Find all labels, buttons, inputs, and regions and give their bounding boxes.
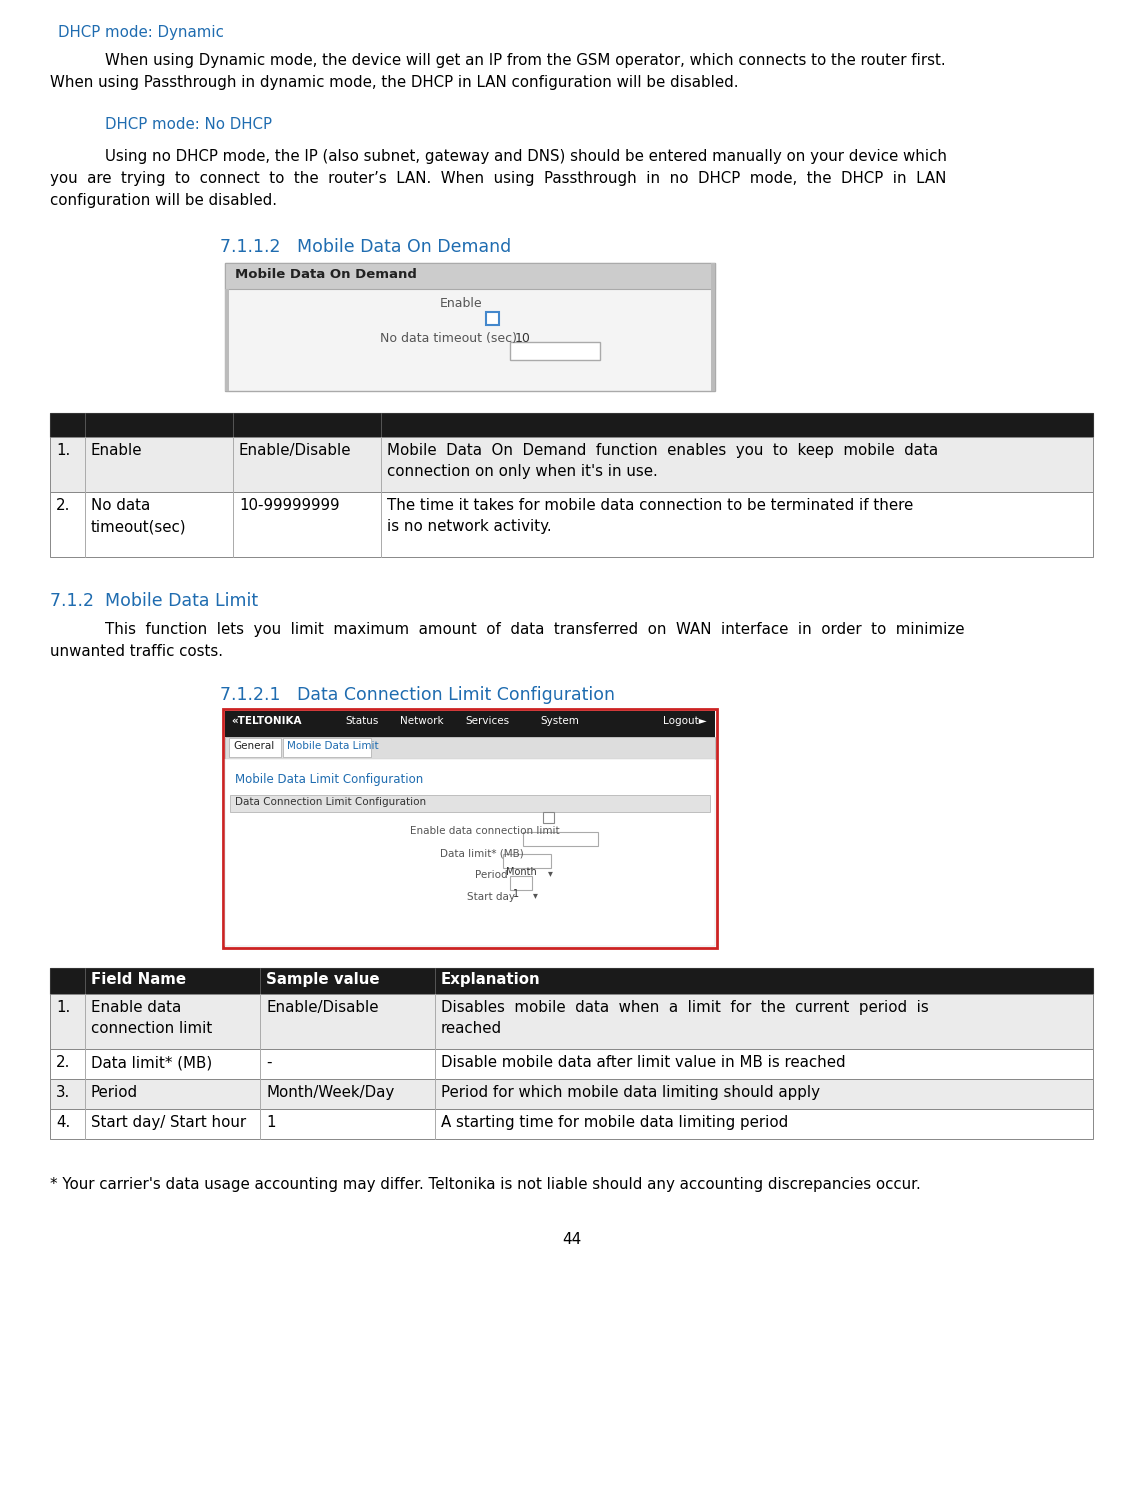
Text: Status: Status [345, 716, 378, 726]
Text: 7.1.1.2   Mobile Data On Demand: 7.1.1.2 Mobile Data On Demand [219, 238, 511, 256]
Text: ▾: ▾ [533, 891, 538, 900]
Bar [50, 995, 1093, 1049]
Text: Data Connection Limit Configuration: Data Connection Limit Configuration [235, 797, 426, 808]
Text: Enable: Enable [91, 443, 143, 458]
Bar [486, 312, 499, 326]
Text: Logout►: Logout► [663, 716, 706, 726]
Text: Period: Period [91, 1085, 138, 1100]
Text: Mobile  Data  On  Demand  function  enables  you  to  keep  mobile  data
connect: Mobile Data On Demand function enables y… [387, 443, 938, 479]
Text: 4.: 4. [56, 1115, 70, 1130]
Text: Mobile Data On Demand: Mobile Data On Demand [235, 268, 417, 280]
Text: Sample value: Sample value [266, 972, 379, 987]
Text: Month: Month [506, 867, 537, 877]
Text: Enable: Enable [440, 297, 482, 310]
Bar [50, 491, 1093, 558]
Text: 44: 44 [562, 1233, 581, 1246]
Bar [229, 738, 281, 757]
Text: Enable data connection limit: Enable data connection limit [410, 826, 560, 836]
Text: Enable/Disable: Enable/Disable [239, 443, 352, 458]
Text: Enable data
connection limit: Enable data connection limit [91, 1001, 213, 1035]
Text: unwanted traffic costs.: unwanted traffic costs. [50, 643, 223, 659]
Bar [503, 854, 551, 868]
Text: DHCP mode: No DHCP: DHCP mode: No DHCP [105, 118, 272, 133]
Text: 1: 1 [266, 1115, 275, 1130]
Text: 2.: 2. [56, 497, 71, 512]
Text: Mobile Data Limit: Mobile Data Limit [287, 741, 378, 750]
Bar [225, 737, 716, 760]
Text: 1: 1 [513, 889, 519, 900]
Bar [543, 812, 554, 823]
Text: When using Dynamic mode, the device will get an IP from the GSM operator, which : When using Dynamic mode, the device will… [105, 53, 945, 68]
Bar [50, 1049, 1093, 1079]
Bar [523, 832, 598, 845]
Bar [283, 738, 371, 757]
Text: ▾: ▾ [547, 868, 553, 879]
Text: Using no DHCP mode, the IP (also subnet, gateway and DNS) should be entered manu: Using no DHCP mode, the IP (also subnet,… [105, 149, 948, 164]
Text: Start day: Start day [467, 892, 515, 903]
Text: No data timeout (sec): No data timeout (sec) [379, 332, 517, 345]
Text: Network: Network [400, 716, 443, 726]
Text: Period: Period [475, 870, 507, 880]
Text: 7.1.2.1   Data Connection Limit Configuration: 7.1.2.1 Data Connection Limit Configurat… [219, 686, 615, 704]
Bar [230, 796, 710, 812]
Text: When using Passthrough in dynamic mode, the DHCP in LAN configuration will be di: When using Passthrough in dynamic mode, … [50, 75, 738, 90]
Text: Explanation: Explanation [441, 972, 541, 987]
Text: The time it takes for mobile data connection to be terminated if there
is no net: The time it takes for mobile data connec… [387, 497, 913, 533]
Text: No data
timeout(sec): No data timeout(sec) [91, 497, 186, 533]
Text: Disable mobile data after limit value in MB is reached: Disable mobile data after limit value in… [441, 1055, 846, 1070]
Bar [50, 437, 1093, 491]
Bar [50, 1079, 1093, 1109]
Text: DHCP mode: Dynamic: DHCP mode: Dynamic [58, 26, 224, 41]
Bar [510, 876, 531, 891]
Bar [225, 289, 229, 390]
Bar [711, 264, 716, 390]
Text: -: - [266, 1055, 272, 1070]
Text: This  function  lets  you  limit  maximum  amount  of  data  transferred  on  WA: This function lets you limit maximum amo… [105, 622, 965, 637]
Text: System: System [539, 716, 578, 726]
Bar [225, 264, 716, 390]
Text: Field Name: Field Name [91, 972, 186, 987]
Text: Disables  mobile  data  when  a  limit  for  the  current  period  is
reached: Disables mobile data when a limit for th… [441, 1001, 929, 1035]
Text: Data limit* (MB): Data limit* (MB) [91, 1055, 213, 1070]
Text: * Your carrier's data usage accounting may differ. Teltonika is not liable shoul: * Your carrier's data usage accounting m… [50, 1177, 921, 1192]
Bar [50, 1109, 1093, 1139]
Bar [225, 264, 716, 289]
Text: Mobile Data Limit Configuration: Mobile Data Limit Configuration [235, 773, 423, 787]
Bar [225, 760, 716, 946]
Text: Period for which mobile data limiting should apply: Period for which mobile data limiting sh… [441, 1085, 820, 1100]
Text: Services: Services [465, 716, 509, 726]
Text: Month/Week/Day: Month/Week/Day [266, 1085, 394, 1100]
Text: Start day/ Start hour: Start day/ Start hour [91, 1115, 246, 1130]
Text: 1.: 1. [56, 1001, 70, 1016]
Text: General: General [233, 741, 274, 750]
Text: 3.: 3. [56, 1085, 70, 1100]
Bar [223, 708, 717, 948]
Text: «TELTONIKA: «TELTONIKA [231, 716, 302, 726]
Text: 7.1.2  Mobile Data Limit: 7.1.2 Mobile Data Limit [50, 592, 258, 610]
Bar [510, 342, 600, 360]
Text: 2.: 2. [56, 1055, 71, 1070]
Bar [50, 413, 1093, 437]
Text: 10: 10 [515, 332, 530, 345]
Text: Data limit* (MB): Data limit* (MB) [440, 848, 523, 857]
Text: Enable/Disable: Enable/Disable [266, 1001, 378, 1016]
Bar [225, 711, 716, 737]
Text: configuration will be disabled.: configuration will be disabled. [50, 193, 277, 208]
Bar [50, 967, 1093, 995]
Text: 10-99999999: 10-99999999 [239, 497, 339, 512]
Text: 1.: 1. [56, 443, 70, 458]
Text: A starting time for mobile data limiting period: A starting time for mobile data limiting… [441, 1115, 789, 1130]
Text: you  are  trying  to  connect  to  the  router’s  LAN.  When  using  Passthrough: you are trying to connect to the router’… [50, 170, 946, 185]
